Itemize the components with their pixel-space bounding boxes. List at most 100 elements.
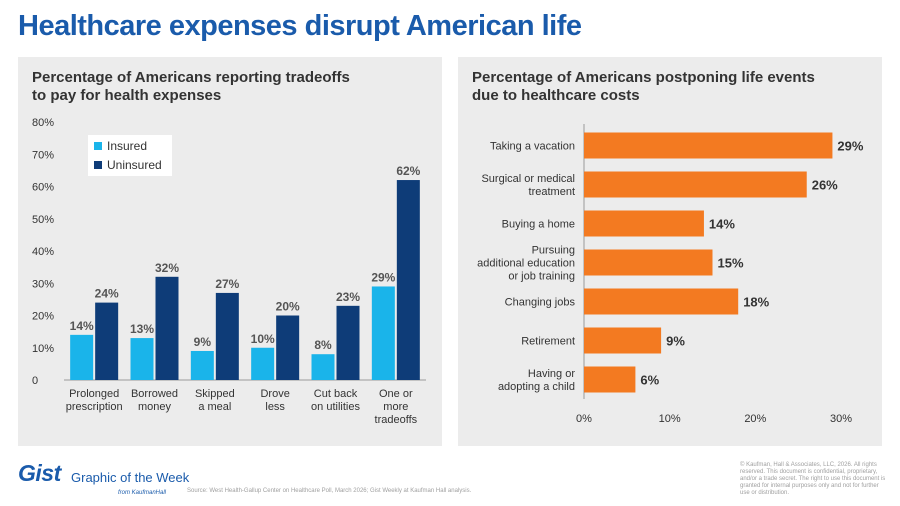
data-label: 27% [215, 277, 239, 291]
right-chart-panel: Percentage of Americans postponing life … [458, 57, 882, 446]
data-label: 15% [718, 256, 744, 271]
x-tick-label-line: Prolonged [69, 388, 119, 400]
x-tick-label: Prolonged prescription [66, 388, 123, 413]
bar-uninsured [95, 302, 119, 380]
left-chart-title: Percentage of Americans reporting tradeo… [32, 69, 412, 105]
data-label: 23% [336, 290, 360, 304]
x-tick-label: 30% [830, 413, 852, 425]
x-tick-label: Drove less [260, 388, 289, 413]
y-tick-label: 10% [32, 343, 54, 355]
x-tick-label: Borrowed money [131, 388, 178, 413]
bar-insured [130, 338, 154, 380]
y-tick-label: Retirement [521, 336, 575, 348]
data-label: 14% [70, 319, 94, 333]
bar [584, 249, 713, 276]
y-tick-label: Changing jobs [505, 297, 576, 309]
legend-label: Insured [107, 139, 147, 153]
y-tick-label-line: Taking a vacation [490, 141, 575, 153]
data-label: 10% [251, 332, 275, 346]
bar [584, 171, 807, 198]
x-tick-label: Skipped a meal [195, 388, 235, 413]
left-bar-chart: 0 10% 20% 30% 40% 50% 60% 70% 80% 14% 13% 9% 10% 8% 29… [32, 117, 426, 426]
x-tick-label: One or more tradeoffs [375, 388, 418, 426]
bar [584, 327, 662, 354]
y-tick-label: Having or adopting a child [498, 368, 575, 393]
bar-insured [251, 347, 275, 380]
gist-logo: Gist Graphic of the Week from KaufmanHal… [18, 460, 189, 496]
y-tick-label: 0 [32, 375, 38, 387]
bar-insured [311, 354, 335, 380]
x-tick-label: 0% [576, 413, 592, 425]
y-tick-label: 50% [32, 214, 54, 226]
y-tick-label: Surgical or medical treatment [481, 173, 575, 198]
data-label: 26% [812, 178, 838, 193]
legend-swatch [94, 142, 102, 150]
logo-from: from KaufmanHall [118, 490, 167, 496]
bar-uninsured [215, 292, 239, 380]
y-tick-label: Pursuing additional education or job train… [477, 245, 575, 283]
data-label: 20% [276, 300, 300, 314]
bar [584, 210, 704, 237]
x-tick-label-line: a meal [198, 401, 231, 413]
copyright-note: © Kaufman, Hall & Associates, LLC, 2026.… [740, 462, 886, 496]
bar-insured [190, 350, 214, 380]
bar-uninsured [396, 180, 420, 380]
data-label: 9% [666, 334, 685, 349]
data-label: 62% [396, 164, 420, 178]
y-tick-label-line: Having or [528, 368, 575, 380]
bar-uninsured [276, 315, 300, 380]
y-tick-label-line: Changing jobs [505, 297, 576, 309]
x-tick-label: 20% [744, 413, 766, 425]
x-tick-label: Cut back on utilities [311, 388, 360, 413]
x-tick-label: 10% [659, 413, 681, 425]
y-tick-label-line: Surgical or medical [481, 173, 575, 185]
x-tick-label-line: Skipped [195, 388, 235, 400]
logo-subtitle: Graphic of the Week [71, 470, 190, 485]
left-chart-title-line: Percentage of Americans reporting tradeo… [32, 69, 350, 86]
x-tick-label-line: tradeoffs [375, 414, 418, 426]
data-label: 13% [130, 322, 154, 336]
bar-uninsured [155, 276, 179, 380]
bar [584, 366, 636, 393]
y-tick-label: 40% [32, 246, 54, 258]
data-label: 24% [95, 287, 119, 301]
x-tick-label-line: Drove [260, 388, 289, 400]
y-tick-label: 60% [32, 182, 54, 194]
bar [584, 132, 833, 159]
y-tick-label: 70% [32, 149, 54, 161]
bar-insured [371, 286, 395, 380]
y-tick-label-line: Buying a home [502, 219, 575, 231]
data-label: 29% [837, 139, 863, 154]
x-tick-label-line: more [383, 401, 408, 413]
y-tick-label: Taking a vacation [490, 141, 575, 153]
x-tick-label-line: Cut back [314, 388, 358, 400]
y-tick-label-line: Retirement [521, 336, 575, 348]
x-tick-label-line: prescription [66, 401, 123, 413]
page-title: Healthcare expenses disrupt American lif… [18, 10, 582, 42]
legend-swatch [94, 161, 102, 169]
bar-uninsured [336, 305, 360, 380]
data-label: 18% [743, 295, 769, 310]
left-chart-title-line: to pay for health expenses [32, 87, 222, 104]
y-tick-label-line: adopting a child [498, 381, 575, 393]
right-chart-title-line: Percentage of Americans postponing life … [472, 69, 815, 86]
data-label: 6% [640, 373, 659, 388]
y-tick-label: 80% [32, 117, 54, 129]
source-note: Source: West Health-Gallup Center on Hea… [187, 488, 472, 494]
x-tick-label-line: Borrowed [131, 388, 178, 400]
legend-box [88, 135, 172, 176]
data-label: 29% [371, 270, 395, 284]
y-tick-label-line: or job training [508, 271, 575, 283]
y-tick-label-line: additional education [477, 258, 575, 270]
y-tick-label: 20% [32, 311, 54, 323]
y-tick-label-line: treatment [529, 186, 575, 198]
x-tick-label-line: less [265, 401, 285, 413]
data-label: 9% [194, 335, 212, 349]
x-tick-label-line: on utilities [311, 401, 360, 413]
x-tick-label-line: One or [379, 388, 413, 400]
legend-label: Uninsured [107, 158, 162, 172]
right-chart-title-line: due to healthcare costs [472, 87, 640, 104]
bar [584, 288, 739, 315]
right-bar-chart: 29% Taking a vacation 26% Surgical or medic… [477, 124, 864, 425]
data-label: 8% [314, 338, 332, 352]
